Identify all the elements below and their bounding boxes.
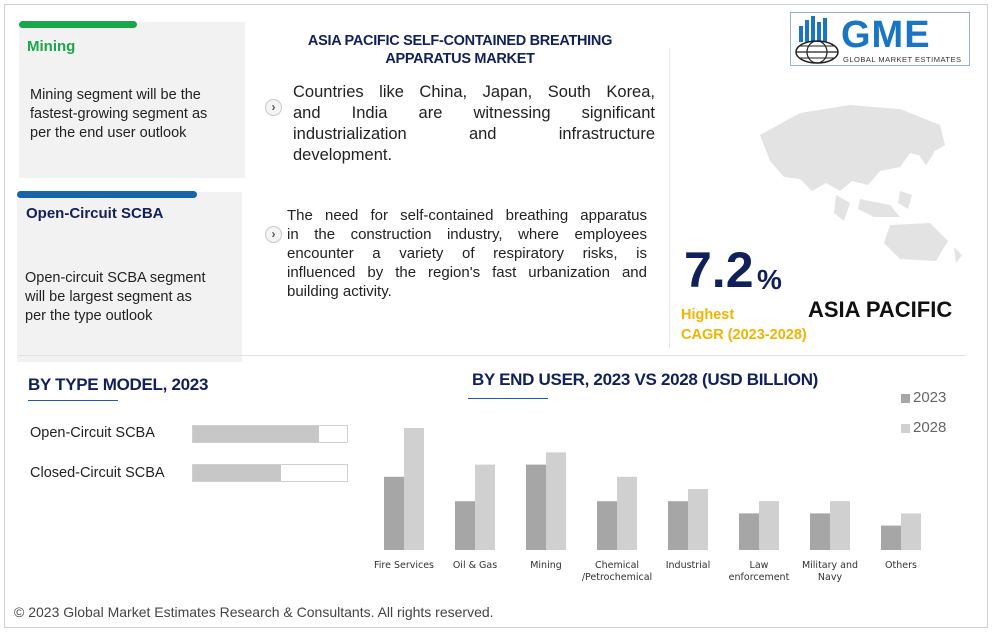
type-label-open-circuit: Open-Circuit SCBA [30,425,155,441]
paragraph-line: influenced by the region's fast urbaniza… [287,264,647,281]
main-title: ASIA PACIFIC SELF-CONTAINED BREATHING AP… [270,32,650,68]
mining-card-accent [19,21,137,28]
cagr-unit: % [757,264,782,295]
category-label: Oil & Gas [453,560,497,571]
vertical-divider [669,48,670,348]
cagr-value: 7.2 [684,242,754,298]
bar-2023-4 [668,501,688,550]
category-label: Fire Services [374,560,434,571]
open-circuit-card [17,192,242,362]
category-label: Others [885,560,917,571]
gme-logo: GME GLOBAL MARKET ESTIMATES [790,12,970,66]
end-user-underline [468,398,548,399]
bar-2023-5 [739,513,759,550]
bar-2023-1 [455,501,475,550]
bar-2023-0 [384,476,404,550]
mining-card [19,22,245,178]
category-label: /Petrochemical [582,572,652,583]
mining-text-line: fastest-growing segment as [30,106,208,122]
open-circuit-text-line: Open-circuit SCBA segment [25,270,206,286]
type-bar-fill [193,426,320,442]
bar-2028-1 [475,464,495,550]
globe-buildings-icon [795,16,839,64]
bar-2028-6 [830,501,850,550]
type-bar-closed-circuit [192,464,348,482]
bar-2028-3 [617,476,637,550]
insight-paragraph-1: Countries like China, Japan, South Korea… [293,82,655,166]
end-user-bar-chart: Fire Services Oil & Gas Mining Chemical/Pet… [374,428,921,583]
category-label: Industrial [666,560,711,571]
horizontal-divider [18,355,966,356]
bar-2028-2 [546,452,566,550]
legend-label-2023: 2023 [913,389,947,406]
copyright-footer: © 2023 Global Market Estimates Research … [14,604,494,620]
bar-2028-5 [759,501,779,550]
open-circuit-card-title: Open-Circuit SCBA [26,205,164,222]
category-label: Mining [530,560,562,571]
mining-text-line: per the end user outlook [30,125,187,141]
logo-subtitle: GLOBAL MARKET ESTIMATES [843,55,962,64]
bar-2023-6 [810,513,830,550]
type-model-underline [28,400,118,401]
type-model-title: BY TYPE MODEL, 2023 [28,375,209,394]
chevron-right-icon: › [265,99,282,116]
type-label-closed-circuit: Closed-Circuit SCBA [30,465,165,481]
open-circuit-text-line: per the type outlook [25,308,153,324]
main-title-line: ASIA PACIFIC SELF-CONTAINED BREATHING [307,33,613,49]
bar-2028-0 [404,428,424,550]
cagr-label-highest: Highest [681,307,735,323]
bar-2023-2 [526,464,546,550]
end-user-chart-title: BY END USER, 2023 VS 2028 (USD BILLION) [472,370,819,389]
bar-2023-7 [881,525,901,550]
paragraph-line: building activity. [287,283,392,300]
open-circuit-text-line: will be largest segment as [25,289,192,305]
paragraph-line: Countries like China, Japan, South Korea… [293,83,655,101]
mining-card-text: Mining segment will be the fastest-growi… [30,86,207,143]
legend-swatch-2028 [901,424,910,433]
paragraph-line: in the construction industry, where empl… [287,226,647,243]
open-circuit-card-accent [17,191,197,198]
logo-wordmark: GME [841,14,931,56]
category-label: enforcement [729,572,790,583]
category-label: Navy [818,572,843,583]
category-label: Military and [802,560,858,571]
paragraph-line: encounter a variety of respiratory risks… [287,245,647,262]
mining-card-title: Mining [27,38,76,55]
legend-swatch-2023 [901,394,910,403]
paragraph-line: The need for self-contained breathing ap… [287,207,647,224]
mining-text-line: Mining segment will be the [30,87,201,103]
type-bar-open-circuit [192,425,348,443]
paragraph-line: and India are witnessing significant [293,104,655,122]
type-bar-fill [193,465,281,481]
bar-2028-4 [688,489,708,550]
cagr-label-period: CAGR (2023-2028) [681,327,807,343]
bar-2023-3 [597,501,617,550]
main-title-line: APPARATUS MARKET [385,51,535,67]
chevron-right-icon: › [265,226,282,243]
asia-pacific-map-icon [760,105,962,263]
paragraph-line: industrialization and infrastructure [293,125,655,143]
bar-2028-7 [901,513,921,550]
open-circuit-card-text: Open-circuit SCBA segment will be larges… [25,269,206,326]
category-label: Chemical [595,560,639,571]
legend-label-2028: 2028 [913,419,947,436]
region-label: ASIA PACIFIC [808,297,953,322]
paragraph-line: development. [293,146,393,164]
category-label: Law [750,560,769,571]
insight-paragraph-2: The need for self-contained breathing ap… [287,206,647,301]
